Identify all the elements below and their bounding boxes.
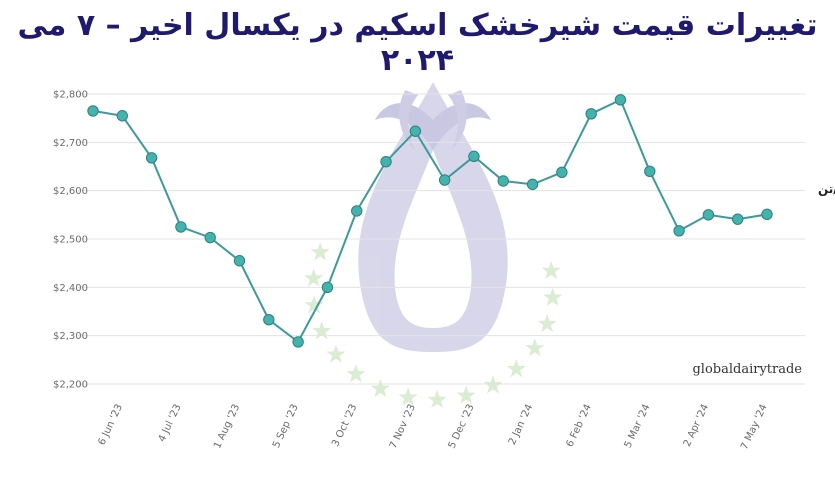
- y-tick-label: $2,300: [53, 331, 88, 342]
- watermark-star: [304, 268, 324, 287]
- y-tick-label: $2,700: [53, 138, 88, 149]
- x-tick-label: 3 Oct '23: [330, 403, 359, 449]
- x-tick-label: 5 Sep '23: [271, 403, 301, 450]
- x-tick-label: 4 Jul '23: [157, 403, 184, 444]
- watermark-star: [370, 378, 390, 397]
- data-point: [468, 150, 480, 163]
- data-point: [556, 166, 568, 179]
- data-point: [438, 174, 451, 186]
- data-point: [731, 213, 744, 225]
- watermark-star: [326, 344, 346, 363]
- data-point: [497, 175, 509, 187]
- data-point: [145, 152, 158, 164]
- data-point: [585, 108, 597, 120]
- x-tick-label: 2 Jan '24: [507, 403, 535, 447]
- data-point: [351, 205, 363, 217]
- data-point: [263, 314, 275, 326]
- x-tick-label: 5 Dec '23: [447, 403, 477, 451]
- data-point: [292, 336, 304, 348]
- grid-lines: [78, 93, 805, 385]
- last-value-annotation: ۲۵۵۱دلار/تن: [818, 182, 835, 196]
- watermark-stars: [304, 242, 563, 408]
- watermark-star: [537, 314, 557, 333]
- data-point: [614, 94, 627, 106]
- source-label: globaldairytrade: [692, 362, 802, 377]
- data-point: [321, 281, 334, 294]
- watermark-star: [346, 364, 366, 383]
- data-point: [673, 225, 685, 237]
- y-tick-label: $2,500: [53, 235, 88, 246]
- watermark-star: [456, 385, 476, 404]
- watermark-star: [525, 338, 545, 357]
- watermark-star: [398, 387, 418, 406]
- data-point: [87, 105, 99, 117]
- watermark-star: [543, 287, 563, 306]
- watermark-star: [541, 260, 561, 279]
- watermark-logo: [358, 82, 508, 352]
- x-tick-label: 1 Aug '23: [212, 403, 242, 451]
- data-point: [409, 125, 422, 137]
- x-axis-ticks: 6 Jun '23 4 Jul '23 1 Aug '23 5 Sep '23 3 Oc…: [97, 403, 770, 452]
- y-tick-label: $2,600: [53, 186, 88, 197]
- y-tick-label: $2,400: [53, 283, 88, 294]
- watermark-star: [427, 389, 447, 408]
- x-tick-label: 7 Nov '23: [388, 403, 418, 451]
- data-point: [702, 209, 715, 221]
- data-point: [380, 155, 392, 168]
- watermark-star: [312, 321, 332, 340]
- x-tick-label: 6 Jun '23: [97, 403, 125, 447]
- data-point: [116, 110, 129, 122]
- data-point: [175, 221, 187, 233]
- data-points: [87, 94, 773, 348]
- y-axis-ticks: $2,200 $2,300 $2,400 $2,500 $2,600 $2,700 $2,8…: [53, 90, 88, 391]
- y-tick-label: $2,800: [53, 90, 88, 101]
- watermark-star: [310, 242, 330, 261]
- x-tick-label: 6 Feb '24: [565, 403, 594, 449]
- watermark-star: [304, 295, 324, 314]
- x-tick-label: 2 Apr '24: [682, 403, 711, 449]
- x-tick-label: 5 Mar '24: [623, 403, 653, 450]
- watermark-star: [506, 359, 526, 378]
- chart-title: تغییرات قیمت شیرخشک اسکیم در یکسال اخیر …: [17, 8, 818, 78]
- x-tick-label: 7 May '24: [739, 403, 770, 452]
- data-point: [233, 255, 246, 267]
- data-point: [761, 208, 773, 221]
- data-point: [526, 178, 539, 191]
- data-point: [204, 231, 216, 244]
- data-point: [644, 165, 656, 178]
- y-tick-label: $2,200: [53, 380, 88, 391]
